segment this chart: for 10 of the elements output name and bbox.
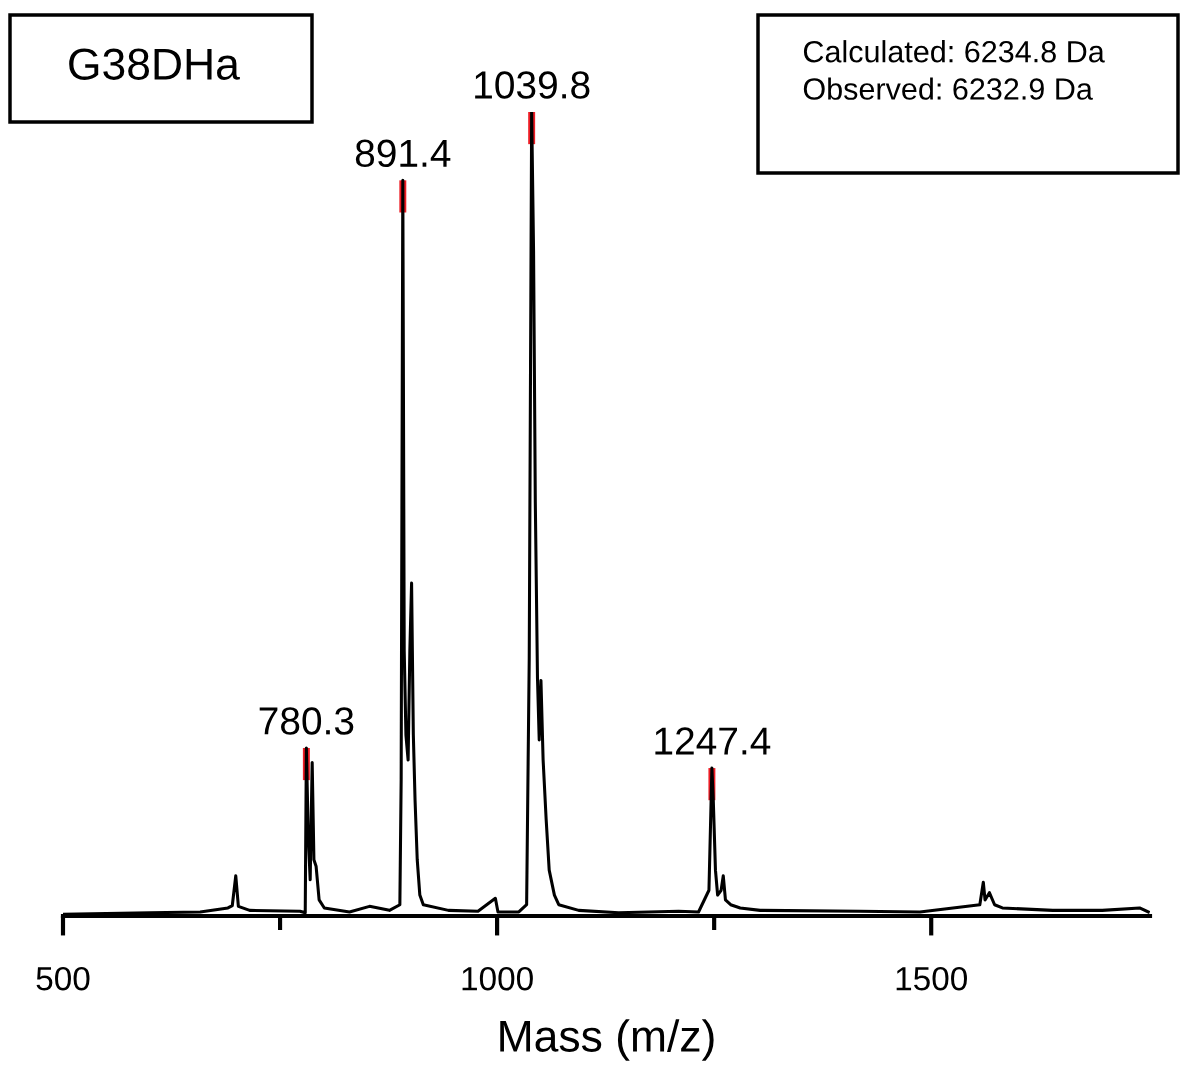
x-tick-label: 1500	[896, 966, 967, 991]
annotation: 891.4	[355, 139, 451, 168]
text: Calculated: 6234.8 Da Observed: 6232.9 Da	[803, 40, 1105, 100]
annotation: 1039.8	[475, 71, 590, 99]
x-tick-label: 500	[36, 966, 90, 991]
annotation: 780.3	[259, 707, 354, 735]
x-tick-label: 1000	[462, 966, 533, 991]
x-axis-title: Mass (m/z)	[500, 1019, 714, 1061]
text: G38DHa	[69, 48, 240, 80]
annotation: 1247.4	[655, 727, 771, 755]
